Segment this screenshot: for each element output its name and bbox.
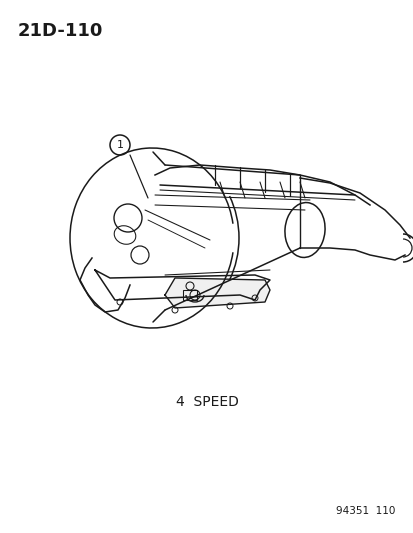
Text: 21D-110: 21D-110: [18, 22, 103, 40]
Text: 1: 1: [116, 140, 123, 150]
Bar: [183, 290, 197, 300]
Polygon shape: [165, 278, 269, 308]
Text: 94351  110: 94351 110: [335, 506, 394, 516]
Text: 4  SPEED: 4 SPEED: [175, 395, 238, 409]
